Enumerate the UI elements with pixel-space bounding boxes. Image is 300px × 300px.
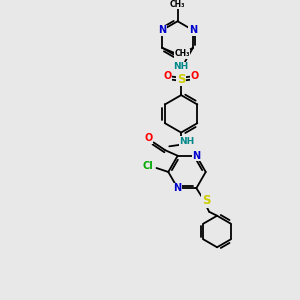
Text: N: N <box>174 183 182 193</box>
Text: NH: NH <box>179 137 195 146</box>
Text: Cl: Cl <box>142 161 153 171</box>
Text: N: N <box>189 25 197 35</box>
Text: O: O <box>163 71 171 81</box>
Text: S: S <box>177 73 185 86</box>
Text: N: N <box>158 25 166 35</box>
Text: N: N <box>192 151 200 161</box>
Text: CH₃: CH₃ <box>170 0 185 9</box>
Text: NH: NH <box>173 62 189 71</box>
Text: O: O <box>145 134 153 143</box>
Text: S: S <box>202 194 211 208</box>
Text: O: O <box>191 71 199 81</box>
Text: CH₃: CH₃ <box>174 49 190 58</box>
